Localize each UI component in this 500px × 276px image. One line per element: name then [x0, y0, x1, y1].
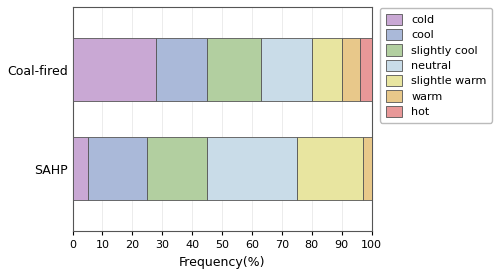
Bar [148, 137, 207, 200]
Legend: cold, cool, slightly cool, neutral, slightle warm, warm, hot: cold, cool, slightly cool, neutral, slig… [380, 8, 492, 123]
Bar [207, 38, 261, 101]
Bar [312, 38, 342, 101]
Bar [362, 137, 372, 200]
Bar [342, 38, 359, 101]
Bar [207, 137, 297, 200]
Bar [297, 137, 362, 200]
Bar [261, 38, 312, 101]
X-axis label: Frequency(%): Frequency(%) [179, 256, 266, 269]
Bar [360, 38, 372, 101]
Bar [88, 137, 148, 200]
Bar [72, 38, 156, 101]
Bar [156, 38, 207, 101]
Bar [72, 137, 88, 200]
